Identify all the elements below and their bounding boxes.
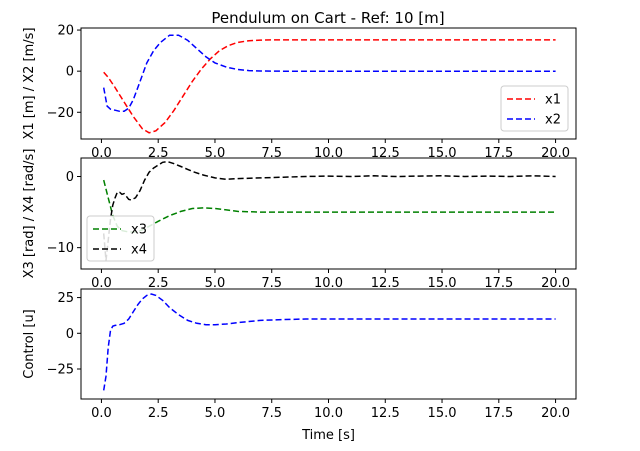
y-axis-label: X1 [m] / X2 [m/s] [22,27,37,139]
x-tick-label: 10.0 [314,406,343,421]
y-tick-label: −10 [47,241,74,256]
x-tick-label: 10.0 [314,146,343,161]
x-tick-label: 0.0 [91,406,112,421]
x-axis-label: Time [s] [301,428,355,443]
x-tick-label: 2.5 [148,406,169,421]
y-tick-label: 20 [57,24,74,39]
y-tick-label: 25 [57,291,74,306]
x-tick-label: 20.0 [541,146,570,161]
x-tick-label: 12.5 [371,406,400,421]
y-axis-label: Control [u] [22,309,37,379]
y-tick-label: 0 [66,170,74,185]
x-tick-label: 12.5 [371,146,400,161]
y-tick-label: −20 [47,106,74,121]
y-tick-label: 0 [66,327,74,342]
x-tick-label: 17.5 [484,276,513,291]
x-tick-label: 17.5 [484,406,513,421]
x-tick-label: 5.0 [205,146,226,161]
x-tick-label: 20.0 [541,276,570,291]
x-tick-label: 5.0 [205,276,226,291]
x-tick-label: 7.5 [261,406,282,421]
x-tick-label: 0.0 [91,276,112,291]
y-tick-label: −25 [47,363,74,378]
y-axis-label: X3 [rad] / X4 [rad/s] [22,149,37,279]
legend-label-x3: x3 [131,223,147,238]
series-line-x2 [102,34,556,113]
x-tick-label: 12.5 [371,276,400,291]
y-tick-label: 0 [66,65,74,80]
legend-label-x4: x4 [131,243,147,258]
x-tick-label: 0.0 [91,146,112,161]
x-tick-label: 15.0 [428,276,457,291]
x-tick-label: 20.0 [541,406,570,421]
legend-label-x2: x2 [545,113,561,128]
x-tick-label: 7.5 [261,276,282,291]
chart-title: Pendulum on Cart - Ref: 10 [m] [211,9,444,27]
series-line-x4 [102,160,556,261]
x-tick-label: 10.0 [314,276,343,291]
series-line-x1 [103,39,556,134]
x-tick-label: 15.0 [428,406,457,421]
series-line-panel3-series1 [102,293,556,391]
x-tick-label: 17.5 [484,146,513,161]
x-tick-label: 2.5 [148,146,169,161]
legend-label-x1: x1 [545,93,561,108]
x-tick-label: 2.5 [148,276,169,291]
x-tick-label: 5.0 [205,406,226,421]
x-tick-label: 15.0 [428,146,457,161]
x-tick-label: 7.5 [261,146,282,161]
